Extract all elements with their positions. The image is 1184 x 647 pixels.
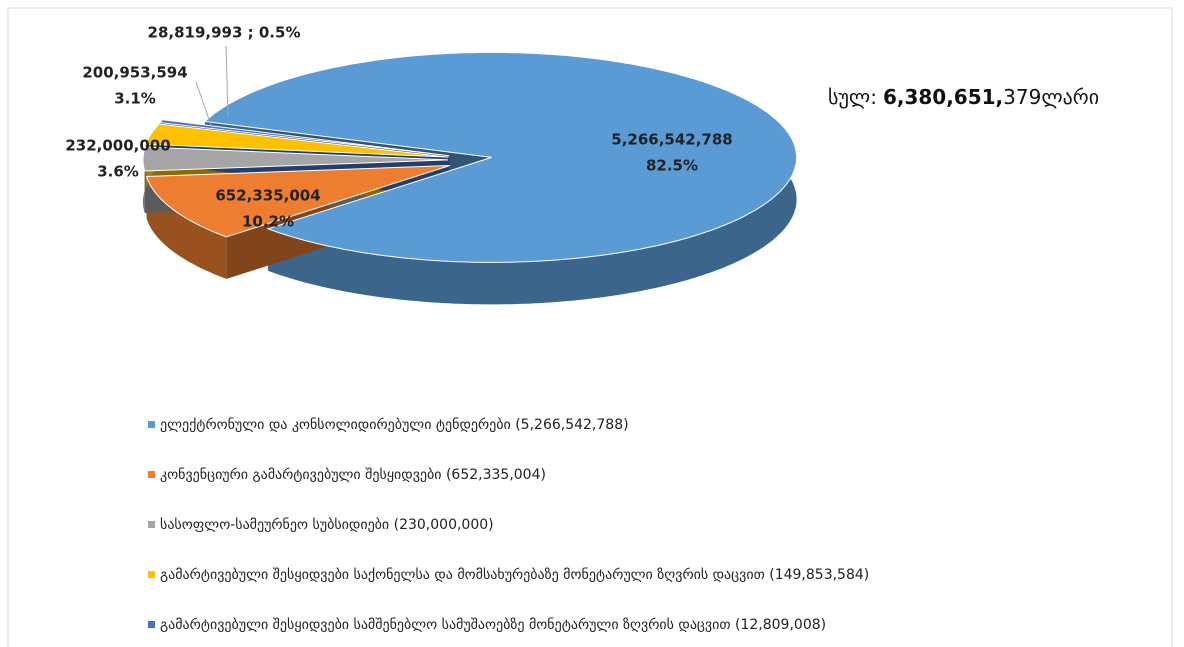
legend-marker bbox=[148, 421, 155, 428]
legend-marker bbox=[148, 571, 155, 578]
legend-marker bbox=[148, 621, 155, 628]
data-label: 3.6% bbox=[97, 163, 139, 181]
slice bbox=[142, 146, 449, 172]
leader-line bbox=[225, 45, 229, 117]
data-label: 5,266,542,788 bbox=[611, 131, 732, 149]
legend-label: კონვენციური გამარტივებული შესყიდვები (65… bbox=[160, 466, 546, 483]
slice bbox=[158, 119, 450, 157]
slice bbox=[203, 51, 798, 263]
frame bbox=[7, 7, 1173, 647]
total-annotation: სულ: 6,380,651,379ლარი bbox=[828, 85, 1099, 109]
data-label: 82.5% bbox=[646, 157, 698, 175]
total-prefix: სულ: bbox=[828, 85, 877, 109]
data-label: 3.1% bbox=[114, 90, 156, 108]
legend-label: გამარტივებული შესყიდვები სამშენებლო სამუ… bbox=[160, 616, 826, 633]
total-rest: 379ლარი bbox=[1003, 85, 1099, 109]
slice bbox=[146, 165, 451, 238]
legend-label: ელექტრონული და კონსოლიდირებული ტენდერები… bbox=[160, 416, 629, 433]
data-label: 232,000,000 bbox=[65, 137, 170, 155]
data-label: 28,819,993 ; 0.5% bbox=[148, 24, 301, 42]
total-main: 6,380,651, bbox=[883, 85, 1003, 109]
slice bbox=[145, 123, 449, 158]
slice-wall bbox=[146, 176, 227, 279]
data-label: 652,335,004 bbox=[215, 187, 320, 205]
leader-line bbox=[195, 81, 213, 129]
legend-marker bbox=[148, 471, 155, 478]
data-label: 200,953,594 bbox=[82, 64, 187, 82]
legend-label: გამარტივებული შესყიდვები საქონელსა და მო… bbox=[160, 566, 869, 583]
legend-marker bbox=[148, 521, 155, 528]
legend-label: სასოფლო-სამეურნეო სუბსიდიები (230,000,00… bbox=[160, 516, 494, 533]
data-label: 10.2% bbox=[242, 213, 294, 231]
